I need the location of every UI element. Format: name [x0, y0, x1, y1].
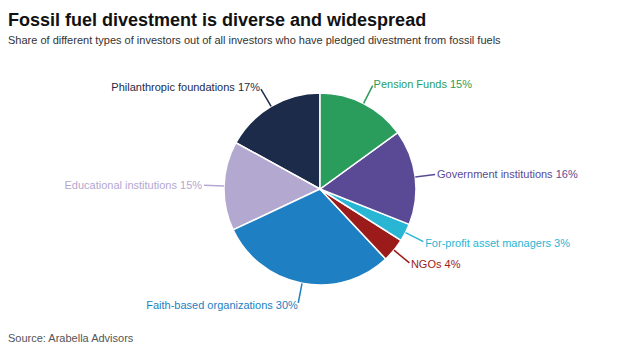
html-text:Fossil fuel divestment is dive: Fossil fuel divestment is diverse and wi… — [8, 10, 427, 30]
svg-text:Educational institutions 15%: Educational institutions 15% — [64, 179, 202, 191]
html-text:Share of different types of in: Share of different types of investors ou… — [8, 34, 501, 46]
svg-text:For-profit asset managers 3%: For-profit asset managers 3% — [425, 237, 570, 249]
svg-text:Philanthropic foundations 17%: Philanthropic foundations 17% — [111, 81, 260, 93]
html-text:Source: Arabella Advisors: Source: Arabella Advisors — [8, 332, 134, 344]
svg-text:NGOs 4%: NGOs 4% — [411, 258, 461, 270]
svg-text:Faith-based organizations 30%: Faith-based organizations 30% — [146, 299, 298, 311]
svg-text:Government institutions 16%: Government institutions 16% — [437, 168, 578, 180]
svg-text:Pension Funds 15%: Pension Funds 15% — [374, 78, 473, 90]
